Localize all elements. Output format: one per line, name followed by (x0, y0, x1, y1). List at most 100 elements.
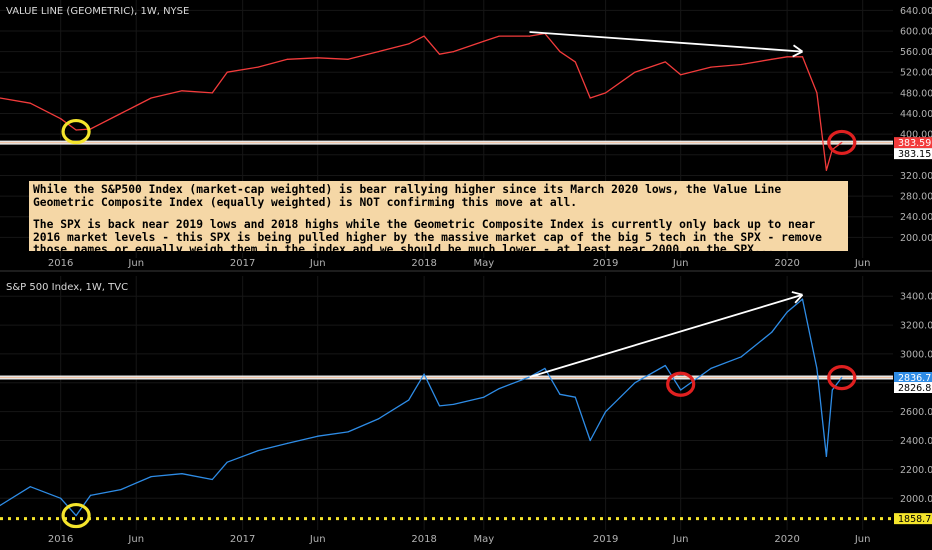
y-tick-label: 520.00 (900, 68, 932, 79)
price-label-box (894, 137, 932, 149)
highlight-circle (827, 129, 857, 156)
y-tick-label: 560.00 (900, 47, 932, 58)
data-point (483, 40, 485, 42)
data-point (120, 488, 122, 491)
data-point (771, 331, 773, 333)
x-tick-label: 2020 (774, 534, 799, 545)
x-tick-label: 2019 (593, 534, 618, 545)
data-point (710, 66, 712, 68)
y-tick-label: 2000.0 (900, 494, 932, 505)
y-tick-label: 2400.0 (900, 436, 932, 447)
data-point (664, 61, 666, 63)
data-point (825, 169, 827, 171)
y-tick-label: 480.00 (900, 88, 932, 99)
data-point (831, 389, 833, 391)
x-tick-label: 2018 (411, 258, 436, 269)
data-point (528, 35, 531, 37)
x-tick-label: Jun (672, 258, 689, 269)
data-point (771, 58, 773, 60)
data-point (75, 514, 77, 517)
trend-arrow-head (791, 291, 803, 296)
data-point (574, 61, 576, 63)
x-tick-label: Jun (309, 534, 326, 545)
data-point (150, 97, 152, 99)
series-line (0, 298, 843, 517)
data-point (498, 387, 500, 390)
price-label-box (894, 148, 932, 160)
x-tick-label: Jun (309, 258, 326, 269)
highlight-circle (61, 118, 91, 145)
data-point (786, 311, 788, 313)
data-point (286, 442, 288, 445)
highlight-circle (61, 502, 91, 529)
data-point (605, 411, 607, 413)
y-tick-label: 3200.0 (900, 321, 932, 332)
data-point (841, 376, 843, 379)
trend-arrow-head (792, 50, 803, 58)
data-point (816, 92, 818, 94)
top-pane-title: VALUE LINE (GEOMETRIC), 1W, NYSE (6, 6, 190, 17)
data-point (438, 405, 441, 407)
x-tick-label: 2016 (48, 258, 73, 269)
data-point (120, 112, 122, 115)
data-point (841, 141, 843, 144)
data-point (634, 71, 636, 73)
data-point (211, 92, 213, 94)
x-tick-label: Jun (854, 534, 871, 545)
y-tick-label: 200.00 (900, 233, 932, 244)
x-tick-label: 2018 (411, 534, 436, 545)
y-tick-label: 2200.0 (900, 465, 932, 476)
data-point (60, 118, 62, 120)
data-point (347, 431, 349, 433)
y-tick-label: 440.00 (900, 109, 932, 120)
y-tick-label: 400.00 (900, 130, 932, 141)
data-point (226, 461, 228, 463)
y-tick-label: 240.00 (900, 212, 932, 223)
x-tick-label: Jun (672, 534, 689, 545)
trend-arrow-head (792, 44, 804, 53)
data-point (29, 102, 31, 104)
data-point (257, 450, 259, 452)
price-label: 1858.7 (898, 514, 931, 525)
trend-arrow (529, 31, 803, 53)
data-point (181, 90, 183, 92)
data-point (574, 396, 576, 398)
data-point (377, 418, 379, 420)
data-point (589, 439, 591, 442)
data-point (0, 97, 1, 99)
data-point (740, 63, 742, 66)
data-point (0, 504, 1, 507)
data-point (226, 71, 228, 73)
data-point (664, 364, 666, 367)
annotation-note: While the S&P500 Index (market-cap weigh… (29, 181, 848, 256)
note-paragraph-2: The SPX is back near 2019 lows and 2018 … (33, 218, 822, 257)
price-label-box (894, 381, 932, 393)
highlight-circle (827, 365, 857, 391)
data-point (423, 35, 425, 37)
x-tick-label: 2019 (593, 258, 618, 269)
x-tick-label: 2020 (774, 258, 799, 269)
data-point (423, 373, 425, 375)
data-point (181, 473, 183, 475)
price-label: 2826.8 (898, 383, 931, 394)
x-tick-label: 2017 (230, 534, 255, 545)
trend-arrow (529, 293, 803, 378)
data-point (317, 435, 319, 437)
data-point (150, 476, 152, 478)
x-tick-label: May (473, 534, 494, 545)
note-paragraph-1: While the S&P500 Index (market-cap weigh… (33, 183, 782, 209)
data-point (317, 57, 319, 59)
trend-arrow-head (794, 294, 804, 304)
data-point (801, 298, 804, 300)
data-point (75, 129, 77, 131)
data-point (589, 97, 591, 99)
price-label: 2836.7 (898, 373, 931, 384)
x-tick-label: May (473, 258, 494, 269)
y-tick-label: 280.00 (900, 192, 932, 203)
data-point (544, 367, 546, 369)
data-point (377, 51, 379, 53)
data-point (347, 58, 349, 60)
data-point (89, 494, 92, 496)
data-point (452, 403, 455, 406)
